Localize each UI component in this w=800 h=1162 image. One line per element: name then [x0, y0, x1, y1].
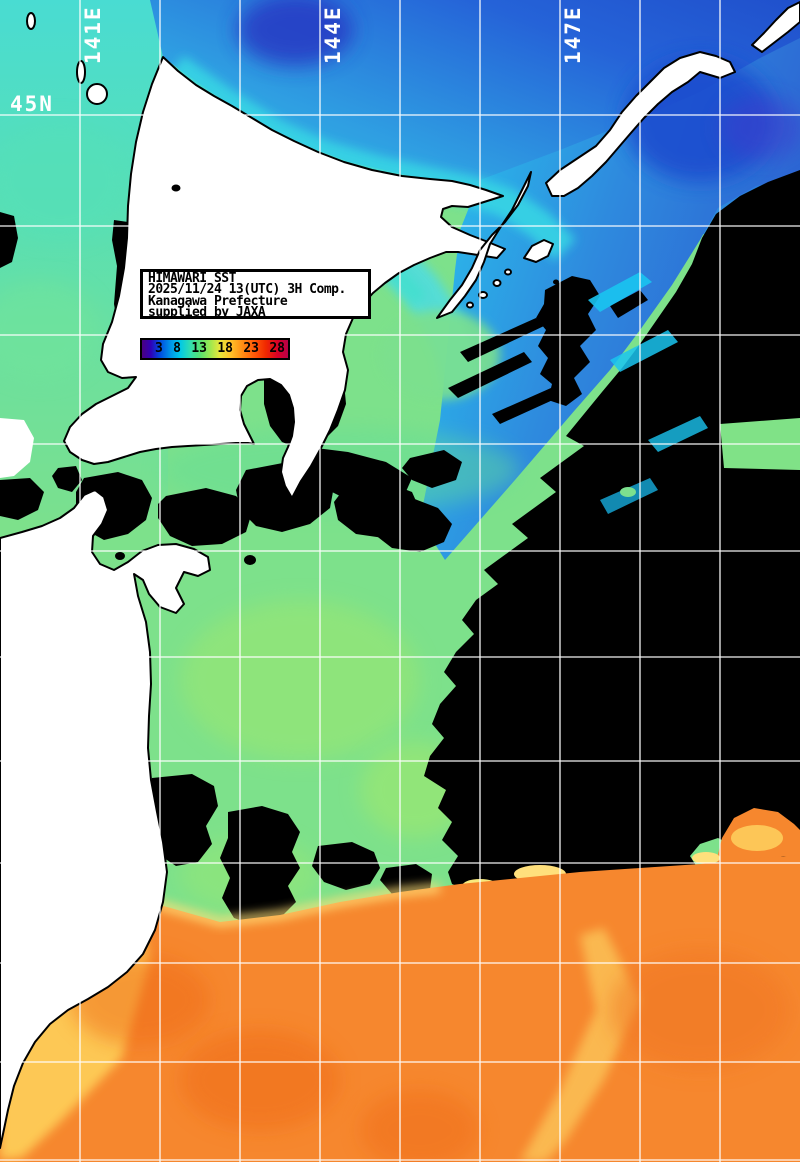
- cloud-speck: [561, 297, 569, 303]
- water-violet-patch: [720, 96, 800, 160]
- cloud-streak4: [610, 290, 648, 318]
- info-title: HIMAWARI SST: [148, 271, 236, 286]
- colorbar-tick: 3: [155, 341, 163, 356]
- cloud-kuril-blob: [536, 276, 600, 406]
- info-box: HIMAWARI SST 2025/11/24 13(UTC) 3H Comp.…: [140, 269, 371, 319]
- sst-colorbar: 3 8 13 18 23 28: [140, 338, 290, 360]
- cloud-white-patch-japansea: [0, 418, 34, 478]
- cloud-streak2: [448, 352, 532, 398]
- info-credit: supplied by JAXA: [148, 305, 266, 321]
- cyan-streak: [648, 416, 708, 452]
- land-rebun-island: [86, 83, 108, 105]
- cloud-strait-blob4: [0, 478, 44, 520]
- lon-label-141e: 141E: [81, 5, 105, 64]
- cloud-south-hokkaido3: [334, 482, 420, 538]
- info-datetime: 2025/11/24 13(UTC) 3H Comp.: [148, 282, 346, 298]
- land-honshu: [0, 489, 211, 1149]
- water-mint-patch: [0, 120, 130, 240]
- land-habomai-islet: [504, 268, 512, 276]
- lon-label-144e: 144E: [321, 5, 345, 64]
- green-speck: [620, 487, 636, 497]
- water-yellowgreen-patch: [180, 600, 420, 760]
- cyan-streak: [610, 330, 678, 372]
- cloud-east-mass: [424, 170, 800, 894]
- lon-label-147e: 147E: [561, 5, 585, 64]
- cloud-sanriku2: [220, 806, 300, 926]
- colorbar-tick: 28: [269, 341, 285, 356]
- land-kunashiri: [436, 171, 532, 319]
- water-green-nemuro-south: [380, 310, 500, 400]
- colorbar-tick: 23: [243, 341, 259, 356]
- lat-label-45n: 45N: [10, 92, 54, 116]
- cloud-south-hokkaido1: [236, 462, 334, 532]
- cloud-coastal-blob2: [402, 450, 462, 488]
- land-iturup: [545, 51, 736, 197]
- water-mint-patch2: [0, 280, 100, 380]
- land-small-island: [26, 12, 36, 30]
- warm-yellow-streak: [520, 928, 640, 1162]
- water-dark-navy-patch: [237, 0, 353, 66]
- yellow-rim: [731, 825, 783, 851]
- colorbar-tick: 13: [191, 341, 207, 356]
- cloud-speck: [571, 323, 577, 329]
- warm-dark-swirl: [360, 1090, 480, 1162]
- land-shikotan: [523, 239, 554, 263]
- colorbar-tick: 18: [217, 341, 233, 356]
- cyan-streak: [588, 272, 652, 312]
- cloud-strait-blob3: [52, 466, 82, 492]
- cloud-front-blob1: [312, 842, 380, 890]
- land-interior-dot: [171, 184, 181, 192]
- cloud-speck: [553, 279, 559, 285]
- colorbar-ticks: 3 8 13 18 23 28: [142, 340, 288, 358]
- cloud-streak3: [492, 384, 566, 424]
- warm-dark-swirl: [610, 950, 790, 1070]
- cloud-speck: [244, 555, 256, 565]
- colorbar-tick: 8: [173, 341, 181, 356]
- land-habomai-islet: [466, 301, 474, 309]
- warm-dark-swirl: [180, 1030, 340, 1130]
- cloud-strait-blob2: [158, 488, 252, 546]
- land-habomai-islet: [478, 291, 488, 299]
- over-cloud-patches: [462, 272, 800, 896]
- land-rishiri-island: [76, 60, 86, 84]
- yellow-front-patch: [692, 852, 720, 864]
- cloud-sanriku1: [148, 774, 218, 866]
- info-provider: Kanagawa Prefecture: [148, 293, 288, 309]
- grid-label-layer: 45N 141E 144E 147E: [10, 5, 585, 116]
- cloud-speck: [115, 552, 125, 560]
- land-urup: [751, 1, 800, 53]
- land-habomai-islet: [492, 279, 502, 287]
- cloud-streak1: [460, 318, 544, 362]
